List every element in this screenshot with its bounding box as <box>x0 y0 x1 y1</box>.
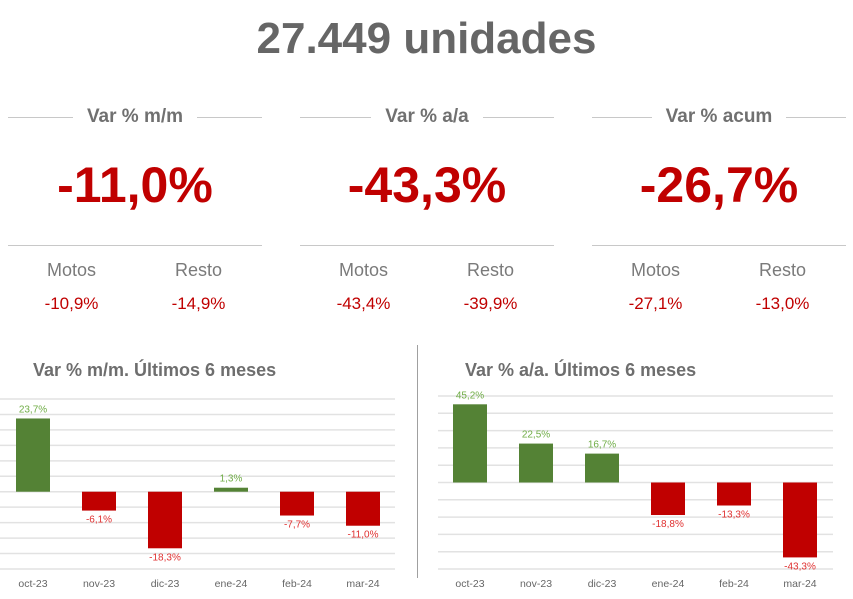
kpi-mm: Var % m/m -11,0% Motos Resto -10,9% -14,… <box>8 100 262 320</box>
bar-ene-24 <box>651 482 685 516</box>
divider <box>300 245 554 246</box>
motos-label: Motos <box>338 260 389 280</box>
data-label: 1,3% <box>220 474 243 485</box>
kpi-value: -43,3% <box>347 157 507 213</box>
x-tick-label: mar-24 <box>346 578 379 590</box>
resto-label: Resto <box>466 260 515 280</box>
x-tick-label: nov-23 <box>83 578 115 590</box>
kpi-value: -26,7% <box>639 157 799 213</box>
kpi-value: -11,0% <box>57 157 213 213</box>
motos-label: Motos <box>630 260 681 280</box>
x-tick-label: feb-24 <box>282 578 312 590</box>
bar-oct-23 <box>16 418 50 492</box>
data-label: 22,5% <box>522 430 550 441</box>
resto-value: -14,9% <box>171 294 226 313</box>
data-label: -13,3% <box>718 510 750 521</box>
data-label: 45,2% <box>456 390 484 401</box>
kpi-label: Var % m/m <box>72 106 198 127</box>
x-tick-label: oct-23 <box>18 578 47 590</box>
data-label: 16,7% <box>588 440 616 451</box>
x-tick-label: feb-24 <box>719 578 749 590</box>
bar-dic-23 <box>585 453 619 483</box>
data-label: -43,3% <box>784 561 816 572</box>
resto-value: -13,0% <box>755 294 810 313</box>
resto-value: -39,9% <box>463 294 518 313</box>
bar-ene-24 <box>214 487 248 492</box>
kpi-label: Var % a/a <box>371 106 483 127</box>
data-label: -7,7% <box>284 520 310 531</box>
bar-oct-23 <box>453 404 487 483</box>
x-tick-label: dic-23 <box>588 578 617 590</box>
x-tick-label: nov-23 <box>520 578 552 590</box>
x-tick-label: oct-23 <box>455 578 484 590</box>
divider <box>592 245 846 246</box>
motos-value: -27,1% <box>628 294 683 313</box>
bar-feb-24 <box>717 482 751 506</box>
resto-label: Resto <box>174 260 223 280</box>
x-tick-label: ene-24 <box>215 578 248 590</box>
data-label: -18,8% <box>652 519 684 530</box>
resto-label: Resto <box>758 260 807 280</box>
bar-feb-24 <box>280 491 314 516</box>
motos-label: Motos <box>46 260 97 280</box>
kpi-acum: Var % acum -26,7% Motos Resto -27,1% -13… <box>592 100 846 320</box>
kpi-aa: Var % a/a -43,3% Motos Resto -43,4% -39,… <box>300 100 554 320</box>
chart-separator <box>417 345 418 578</box>
chart-title-aa: Var % a/a. Últimos 6 meses <box>465 360 697 380</box>
x-tick-label: mar-24 <box>783 578 816 590</box>
divider <box>8 245 262 246</box>
motos-value: -43,4% <box>336 294 391 313</box>
x-tick-label: dic-23 <box>151 578 180 590</box>
chart-title-mm: Var % m/m. Últimos 6 meses <box>33 360 277 380</box>
bar-dic-23 <box>148 491 182 549</box>
data-label: -18,3% <box>149 552 181 563</box>
kpi-label: Var % acum <box>651 106 787 127</box>
bar-nov-23 <box>82 491 116 511</box>
data-label: -6,1% <box>86 515 112 526</box>
total-units-title: 27.449 unidades <box>256 14 597 63</box>
bar-nov-23 <box>519 443 553 483</box>
data-label: 23,7% <box>19 404 47 415</box>
x-tick-label: ene-24 <box>652 578 685 590</box>
bar-mar-24 <box>346 491 380 526</box>
motos-value: -10,9% <box>44 294 99 313</box>
data-label: -11,0% <box>348 530 379 541</box>
bar-mar-24 <box>783 482 817 558</box>
